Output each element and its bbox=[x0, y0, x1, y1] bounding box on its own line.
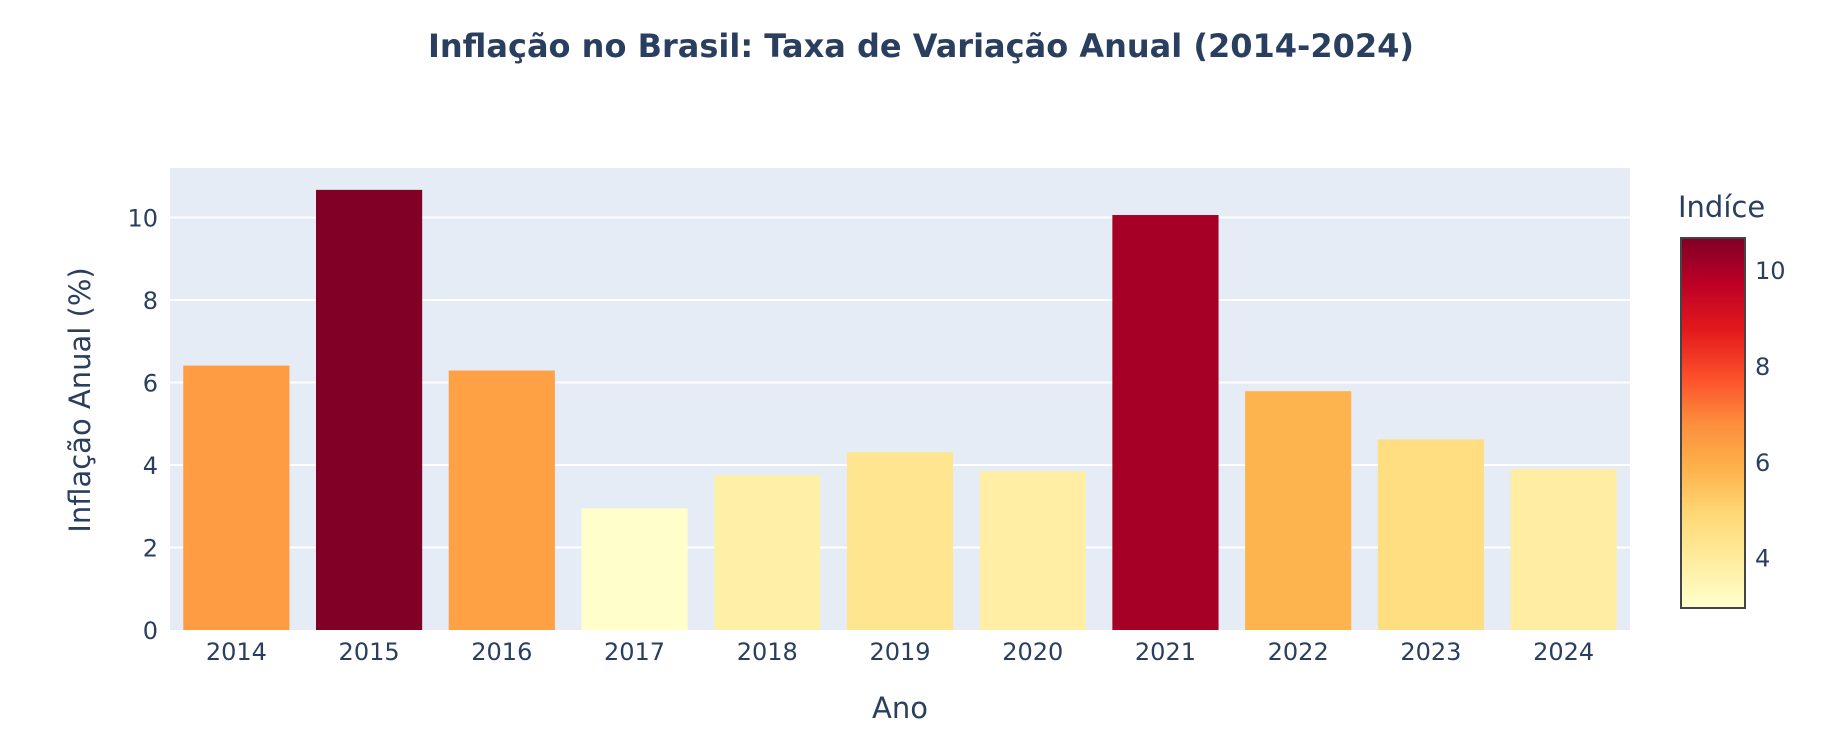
x-tick-label: 2016 bbox=[471, 638, 532, 666]
x-tick-label: 2021 bbox=[1135, 638, 1196, 666]
colorbar bbox=[1680, 237, 1746, 609]
bar-2020[interactable] bbox=[979, 471, 1086, 630]
x-axis-title: Ano bbox=[872, 691, 928, 725]
x-tick-label: 2023 bbox=[1400, 638, 1461, 666]
y-tick-labels: 0 2 4 6 8 10 bbox=[127, 205, 158, 646]
bars bbox=[183, 189, 1617, 631]
bar-2018[interactable] bbox=[714, 475, 821, 630]
bar-2019[interactable] bbox=[846, 452, 954, 630]
y-tick-label: 4 bbox=[143, 452, 158, 480]
bar-2023[interactable] bbox=[1377, 439, 1484, 630]
bar-2021[interactable] bbox=[1112, 215, 1219, 630]
bar-2015[interactable] bbox=[316, 189, 423, 631]
x-tick-label: 2020 bbox=[1002, 638, 1063, 666]
x-tick-label: 2024 bbox=[1533, 638, 1594, 666]
colorbar-title: Indíce bbox=[1678, 190, 1765, 224]
x-tick-label: 2017 bbox=[604, 638, 665, 666]
y-tick-label: 8 bbox=[143, 287, 158, 315]
colorbar-tick-label: 10 bbox=[1755, 257, 1786, 285]
x-tick-label: 2022 bbox=[1268, 638, 1329, 666]
chart-title: Inflação no Brasil: Taxa de Variação Anu… bbox=[428, 27, 1414, 65]
bar-2016[interactable] bbox=[448, 370, 555, 630]
x-tick-label: 2014 bbox=[206, 638, 267, 666]
x-tick-label: 2018 bbox=[737, 638, 798, 666]
bar-2014[interactable] bbox=[183, 365, 290, 630]
y-tick-label: 10 bbox=[127, 205, 158, 233]
y-tick-label: 2 bbox=[143, 535, 158, 563]
x-tick-label: 2015 bbox=[339, 638, 400, 666]
colorbar-tick-label: 8 bbox=[1755, 353, 1770, 381]
bar-2024[interactable] bbox=[1510, 469, 1617, 630]
y-tick-label: 6 bbox=[143, 370, 158, 398]
colorbar-tick-labels: 4 6 8 10 bbox=[1755, 257, 1786, 573]
bar-2022[interactable] bbox=[1245, 391, 1352, 630]
y-tick-label: 0 bbox=[143, 617, 158, 645]
x-tick-label: 2019 bbox=[869, 638, 930, 666]
x-tick-labels: 2014 2015 2016 2017 2018 2019 2020 2021 2022 2023… bbox=[206, 638, 1594, 666]
y-axis-title: Inflação Anual (%) bbox=[63, 267, 97, 532]
bar-2017[interactable] bbox=[581, 508, 688, 630]
colorbar-tick-label: 4 bbox=[1755, 545, 1770, 573]
colorbar-tick-label: 6 bbox=[1755, 449, 1770, 477]
